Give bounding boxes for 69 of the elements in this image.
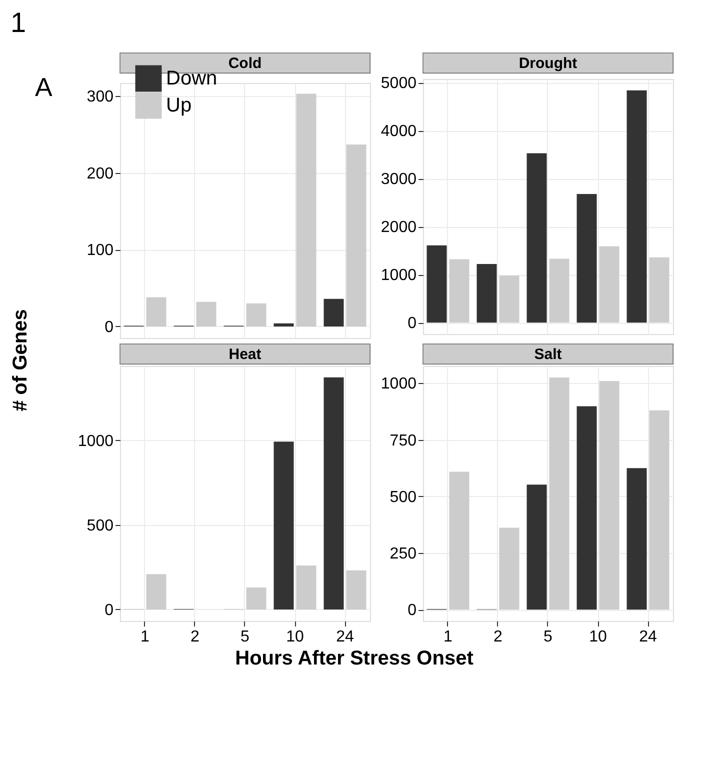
y-tick-label: 1000 <box>380 376 417 393</box>
chart-title: Heat <box>228 346 262 363</box>
bar <box>626 468 647 610</box>
bar <box>426 245 447 323</box>
y-tick-label: 2000 <box>380 219 417 236</box>
y-axis-title: # of Genes <box>10 309 32 412</box>
x-tick-label: 5 <box>544 628 553 646</box>
x-tick-label: 2 <box>494 628 503 646</box>
y-tick-label: 5000 <box>380 75 417 92</box>
bar <box>576 194 597 323</box>
bar <box>146 297 166 326</box>
y-tick-label: 200 <box>86 165 114 182</box>
bar <box>274 442 294 610</box>
bar <box>246 587 266 610</box>
legend-label: Up <box>166 94 192 116</box>
x-tick-label: 1 <box>140 628 150 646</box>
bar <box>346 570 366 610</box>
bar <box>526 153 547 323</box>
y-tick-label: 1000 <box>78 432 114 450</box>
y-tick-label: 500 <box>86 517 114 534</box>
y-tick-label: 4000 <box>380 123 417 140</box>
bar <box>476 264 497 323</box>
bar <box>346 144 366 326</box>
chart-title: Salt <box>534 346 562 363</box>
bar <box>146 574 166 610</box>
legend-label: Down <box>166 68 218 90</box>
x-tick-label: 24 <box>336 628 354 646</box>
y-tick-label: 750 <box>390 432 417 450</box>
bar <box>499 276 520 323</box>
chart-title: Drought <box>518 55 578 72</box>
bar <box>626 90 647 323</box>
bar <box>576 406 597 610</box>
y-tick-label: 300 <box>86 88 114 106</box>
bar <box>324 377 344 610</box>
x-tick-label: 1 <box>444 628 453 646</box>
bar <box>246 303 266 326</box>
y-tick-label: 3000 <box>380 171 417 188</box>
bar <box>296 566 316 610</box>
bar <box>449 259 470 323</box>
bar <box>296 94 316 326</box>
x-tick-label: 2 <box>190 628 200 646</box>
y-tick-label: 0 <box>408 315 417 332</box>
bar <box>549 378 570 610</box>
x-tick-label: 10 <box>286 628 304 646</box>
bar <box>649 257 670 323</box>
bar <box>449 472 470 610</box>
bar <box>599 246 620 323</box>
y-tick-label: 100 <box>86 242 114 260</box>
x-tick-label: 24 <box>639 628 657 646</box>
bar <box>324 298 344 326</box>
x-axis-title: Hours After Stress Onset <box>235 648 474 670</box>
text: A <box>35 72 53 102</box>
y-tick-label: 0 <box>104 602 114 619</box>
bar <box>274 323 294 326</box>
x-tick-label: 10 <box>589 628 607 646</box>
bar <box>499 528 520 610</box>
y-tick-label: 0 <box>408 602 417 620</box>
chart-title: Cold <box>228 55 262 72</box>
bar <box>649 410 670 610</box>
bar <box>196 302 216 326</box>
bar <box>526 484 547 610</box>
text: 1 <box>10 7 26 38</box>
x-tick-label: 5 <box>240 628 250 646</box>
y-tick-label: 0 <box>104 318 114 336</box>
y-tick-label: 1000 <box>380 267 417 284</box>
y-tick-label: 500 <box>390 488 417 506</box>
bar <box>599 380 620 610</box>
y-tick-label: 250 <box>390 546 417 563</box>
bar <box>549 258 570 323</box>
